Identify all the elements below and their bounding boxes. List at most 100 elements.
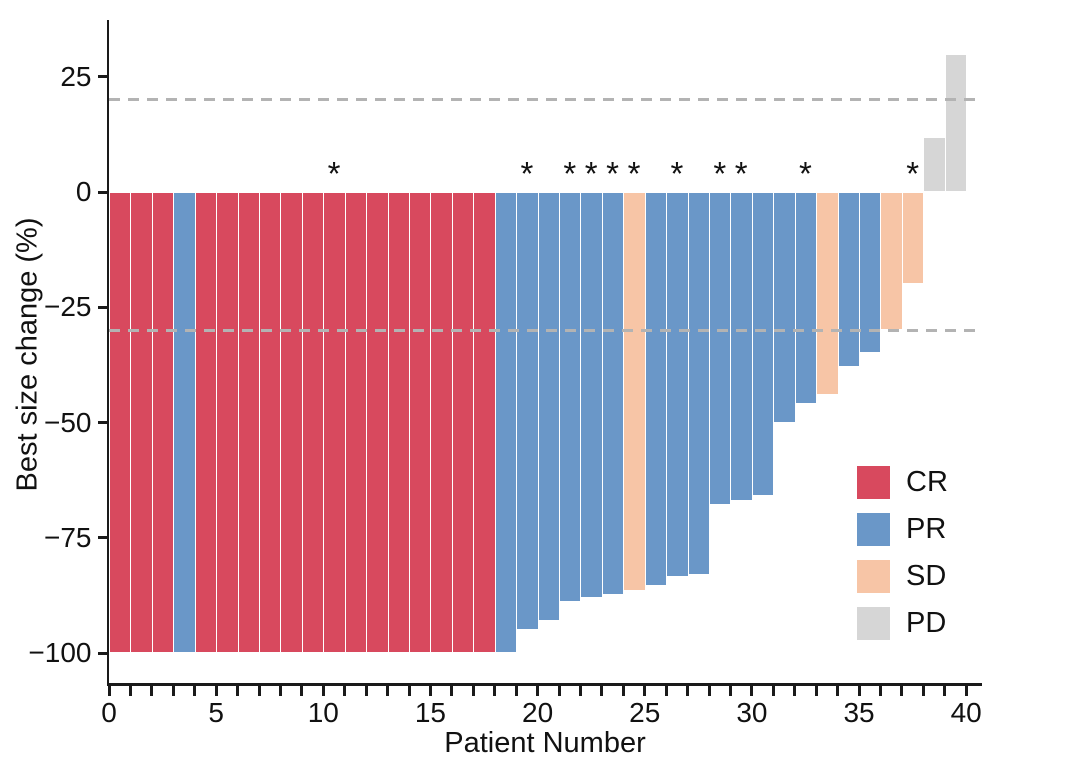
bar-patient-29-PR	[709, 192, 732, 506]
y-tick-label-25: 25	[60, 60, 92, 92]
x-tick-10	[321, 685, 325, 696]
y-axis-spine	[106, 20, 109, 686]
x-tick-23	[600, 685, 604, 696]
bar-patient-23-PR	[580, 192, 603, 598]
bar-patient-38-SD	[901, 192, 925, 285]
reference-line--30	[109, 328, 982, 332]
x-tick-13	[386, 685, 390, 696]
y-tick-25	[97, 75, 107, 79]
star-annotation-patient-27: *	[670, 155, 684, 192]
x-tick-label-10: 10	[307, 697, 339, 728]
x-tick-22	[578, 685, 582, 696]
y-tick-label-0: 0	[75, 176, 92, 207]
x-tick-16	[450, 685, 454, 696]
bar-patient-10-CR	[301, 192, 325, 653]
star-annotation-patient-11: *	[327, 155, 341, 192]
bar-patient-13-CR	[366, 192, 389, 653]
bar-patient-28-PR	[687, 192, 711, 575]
x-tick-28	[707, 685, 711, 696]
x-tick-35	[857, 685, 861, 696]
x-tick-label-35: 35	[843, 697, 875, 728]
y-tick-label--100: −100	[28, 637, 92, 668]
bar-patient-2-CR	[130, 192, 153, 653]
bar-patient-9-CR	[280, 192, 303, 653]
bar-patient-19-PR	[494, 192, 518, 653]
bar-patient-37-SD	[880, 192, 903, 331]
bar-patient-14-CR	[387, 192, 410, 653]
star-annotation-patient-24: *	[606, 155, 620, 192]
bar-patient-25-SD	[623, 192, 646, 591]
legend-row-PD: PD	[857, 607, 948, 640]
legend-label-CR: CR	[906, 466, 948, 498]
legend-swatch-CR	[857, 466, 890, 499]
x-tick-15	[428, 685, 432, 696]
x-tick-12	[364, 685, 368, 696]
star-annotation-patient-38: *	[906, 155, 920, 192]
bar-patient-18-CR	[473, 192, 496, 653]
legend-swatch-PR	[857, 513, 890, 546]
x-tick-label-0: 0	[101, 697, 117, 728]
x-tick-33	[814, 685, 818, 696]
bar-patient-35-PR	[837, 192, 861, 368]
bar-patient-17-CR	[451, 192, 475, 653]
bar-patient-30-PR	[730, 192, 753, 501]
x-tick-40	[964, 685, 968, 696]
legend-swatch-PD	[857, 607, 890, 640]
x-tick-14	[407, 685, 411, 696]
legend-row-CR: CR	[857, 466, 948, 499]
x-tick-11	[343, 685, 347, 696]
y-tick--100	[97, 651, 107, 655]
bar-patient-7-CR	[237, 192, 260, 653]
x-tick-36	[878, 685, 882, 696]
star-annotation-patient-23: *	[584, 155, 598, 192]
x-tick-8	[278, 685, 282, 696]
star-annotation-patient-29: *	[713, 155, 727, 192]
x-tick-30	[750, 685, 754, 696]
x-tick-2	[150, 685, 154, 696]
legend-label-PD: PD	[906, 607, 947, 639]
y-tick-label--25: −25	[44, 291, 92, 323]
star-annotation-patient-30: *	[734, 155, 748, 192]
y-tick-label--75: −75	[44, 521, 92, 553]
bar-patient-15-CR	[409, 192, 432, 653]
star-annotation-patient-20: *	[520, 155, 534, 192]
bar-patient-21-PR	[537, 192, 561, 621]
bar-patient-34-SD	[816, 192, 839, 395]
x-tick-31	[771, 685, 775, 696]
x-tick-37	[900, 685, 904, 696]
bar-patient-24-PR	[601, 192, 625, 596]
legend-swatch-SD	[857, 560, 890, 593]
bar-patient-33-PR	[794, 192, 818, 405]
bar-patient-20-PR	[516, 192, 539, 630]
x-tick-7	[257, 685, 261, 696]
x-tick-label-25: 25	[629, 697, 661, 728]
x-tick-label-40: 40	[950, 697, 982, 728]
x-tick-34	[836, 685, 840, 696]
x-tick-25	[643, 685, 647, 696]
y-tick--50	[97, 421, 107, 424]
x-tick-9	[300, 685, 304, 696]
y-tick--25	[97, 305, 107, 309]
x-tick-0	[107, 685, 111, 696]
x-tick-19	[514, 685, 518, 696]
bar-patient-26-PR	[644, 192, 668, 587]
bar-patient-4-PR	[173, 192, 196, 653]
x-tick-3	[171, 685, 175, 696]
y-axis-title: Best size change (%)	[11, 217, 44, 492]
x-tick-4	[193, 685, 197, 696]
bar-patient-31-PR	[751, 192, 775, 497]
bar-patient-3-CR	[151, 192, 175, 653]
x-tick-18	[493, 685, 497, 696]
x-tick-label-20: 20	[522, 697, 554, 728]
x-tick-17	[471, 685, 475, 696]
bar-patient-11-CR	[323, 192, 346, 653]
bar-patient-32-PR	[773, 192, 796, 423]
x-tick-5	[214, 685, 218, 696]
x-tick-label-15: 15	[414, 697, 447, 728]
y-tick-0	[97, 190, 107, 194]
x-tick-label-30: 30	[736, 697, 768, 728]
star-annotation-patient-22: *	[563, 155, 577, 192]
x-tick-38	[921, 685, 925, 696]
x-tick-6	[236, 685, 240, 696]
